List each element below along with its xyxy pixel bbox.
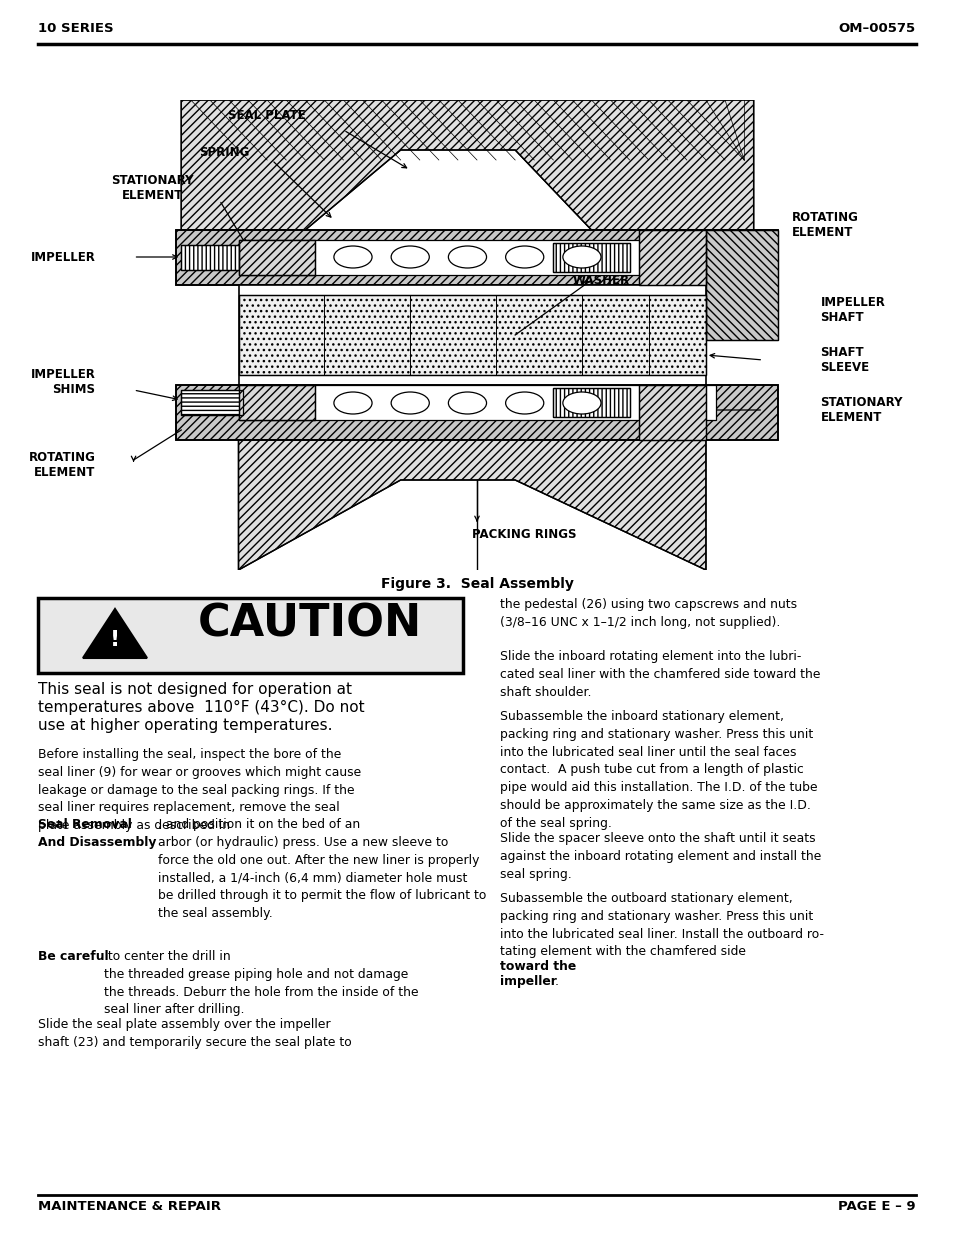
Bar [176, 385, 777, 440]
Ellipse shape [562, 391, 600, 414]
Text: ROTATING
ELEMENT: ROTATING ELEMENT [791, 211, 858, 240]
Bar [238, 240, 715, 275]
Ellipse shape [505, 391, 543, 414]
Text: SPRING: SPRING [199, 146, 249, 158]
Bar [705, 230, 777, 340]
Text: PACKING RINGS: PACKING RINGS [472, 529, 577, 541]
Text: OM–00575: OM–00575 [838, 22, 915, 35]
Bar [181, 390, 243, 415]
Bar [553, 243, 629, 272]
Ellipse shape [448, 391, 486, 414]
Text: impeller: impeller [499, 974, 557, 988]
Text: Slide the seal plate assembly over the impeller
shaft (23) and temporarily secur: Slide the seal plate assembly over the i… [38, 1018, 352, 1049]
Text: Subassemble the outboard stationary element,
packing ring and stationary washer.: Subassemble the outboard stationary elem… [499, 892, 823, 958]
Ellipse shape [334, 246, 372, 268]
Bar [38, 598, 462, 673]
Text: , and position it on the bed of an
arbor (or hydraulic) press. Use a new sleeve : , and position it on the bed of an arbor… [158, 818, 486, 920]
Polygon shape [83, 609, 147, 658]
Ellipse shape [391, 246, 429, 268]
Text: ROTATING
ELEMENT: ROTATING ELEMENT [29, 451, 95, 479]
Bar [238, 240, 314, 275]
Bar [553, 388, 629, 417]
Text: CAUTION: CAUTION [197, 603, 421, 646]
Text: STATIONARY
ELEMENT: STATIONARY ELEMENT [820, 396, 902, 424]
Bar [176, 385, 777, 440]
Bar [238, 240, 314, 275]
Text: Subassemble the inboard stationary element,
packing ring and stationary washer. : Subassemble the inboard stationary eleme… [499, 710, 817, 830]
Text: !: ! [110, 630, 120, 650]
Bar [181, 390, 243, 415]
Bar [639, 385, 705, 440]
Ellipse shape [562, 246, 600, 268]
Text: MAINTENANCE & REPAIR: MAINTENANCE & REPAIR [38, 1200, 221, 1213]
Text: PAGE E – 9: PAGE E – 9 [838, 1200, 915, 1213]
Bar [639, 385, 705, 440]
Bar [705, 230, 777, 340]
Text: Figure 3.  Seal Assembly: Figure 3. Seal Assembly [380, 577, 573, 592]
Text: IMPELLER: IMPELLER [30, 251, 95, 263]
Bar [238, 295, 705, 375]
Text: Seal Removal
And Disassembly: Seal Removal And Disassembly [38, 818, 156, 848]
Text: .: . [555, 974, 558, 988]
Bar [639, 230, 705, 285]
Bar [238, 295, 705, 375]
Ellipse shape [334, 391, 372, 414]
Bar [181, 245, 238, 270]
Bar [181, 245, 238, 270]
Text: SHAFT
SLEEVE: SHAFT SLEEVE [820, 346, 868, 374]
Text: Before installing the seal, inspect the bore of the
seal liner (9) for wear or g: Before installing the seal, inspect the … [38, 748, 361, 832]
Bar [639, 230, 705, 285]
Polygon shape [238, 440, 705, 571]
Bar [176, 230, 777, 285]
Text: temperatures above  110°F (43°C). Do not: temperatures above 110°F (43°C). Do not [38, 700, 364, 715]
Text: STATIONARY
ELEMENT: STATIONARY ELEMENT [112, 174, 193, 203]
Bar [176, 230, 777, 285]
Text: SEAL PLATE: SEAL PLATE [228, 109, 306, 121]
Ellipse shape [391, 391, 429, 414]
Text: toward the: toward the [499, 960, 576, 973]
Text: use at higher operating temperatures.: use at higher operating temperatures. [38, 718, 333, 734]
Text: This seal is not designed for operation at: This seal is not designed for operation … [38, 682, 352, 697]
Bar [553, 388, 629, 417]
Text: Be careful: Be careful [38, 950, 109, 963]
Bar [553, 243, 629, 272]
Text: STATIONARY
WASHER: STATIONARY WASHER [559, 259, 641, 287]
Text: Slide the spacer sleeve onto the shaft until it seats
against the inboard rotati: Slide the spacer sleeve onto the shaft u… [499, 832, 821, 881]
Bar [238, 285, 705, 385]
Bar [238, 385, 314, 420]
Polygon shape [181, 100, 753, 230]
Ellipse shape [448, 246, 486, 268]
Text: 10 SERIES: 10 SERIES [38, 22, 113, 35]
Text: IMPELLER
SHAFT: IMPELLER SHAFT [820, 296, 884, 324]
Bar [238, 385, 314, 420]
Text: to center the drill in
the threaded grease piping hole and not damage
the thread: to center the drill in the threaded grea… [104, 950, 418, 1016]
Text: the pedestal (26) using two capscrews and nuts
(3/8–16 UNC x 1–1/2 inch long, no: the pedestal (26) using two capscrews an… [499, 598, 797, 629]
Text: Slide the inboard rotating element into the lubri-
cated seal liner with the cha: Slide the inboard rotating element into … [499, 650, 820, 699]
Bar [238, 385, 715, 420]
Ellipse shape [505, 246, 543, 268]
Text: IMPELLER
SHIMS: IMPELLER SHIMS [30, 368, 95, 396]
